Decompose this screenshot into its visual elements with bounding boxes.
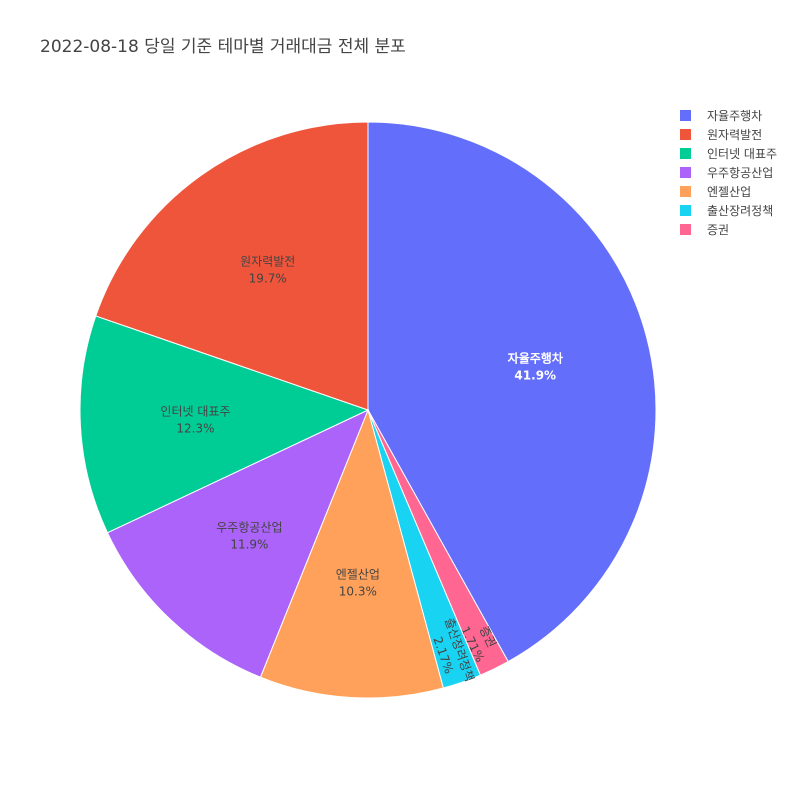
slice-percent-label: 11.9% [230,538,268,552]
pie-slice[interactable] [259,408,444,699]
legend-item[interactable]: 엔젤산업 [680,182,777,201]
legend-swatch [680,110,691,121]
slice-name-label: 엔젤산업 [336,567,380,581]
legend-item[interactable]: 원자력발전 [680,125,777,144]
legend-item[interactable]: 증권 [680,220,777,239]
slice-name-label: 인터넷 대표주 [160,404,230,418]
legend-swatch [680,148,691,159]
legend-swatch [680,224,691,235]
chart-title: 2022-08-18 당일 기준 테마별 거래대금 전체 분포 [40,37,406,57]
legend-label: 증권 [707,223,730,237]
legend-swatch [680,167,691,178]
pie-slice[interactable] [106,409,369,678]
slice-label: 자율주행차 41.9% [508,351,563,383]
slice-name-label: 자율주행차 [508,351,563,366]
legend-label: 자율주행차 [707,109,763,123]
slice-name-label: 원자력발전 [240,254,295,268]
slice-percent-label: 12.3% [176,421,214,435]
slice-percent-label: 19.7% [249,271,287,285]
legend-item[interactable]: 자율주행차 [680,106,777,125]
slice-label: 인터넷 대표주 12.3% [160,404,230,435]
slice-label: 우주항공산업 11.9% [216,521,282,552]
pie-slice[interactable] [367,121,657,663]
slice-label: 원자력발전 19.7% [240,254,295,285]
slice-percent-label: 10.3% [339,584,377,598]
legend-swatch [680,186,691,197]
legend-label: 출산장려정책 [707,204,774,218]
slice-percent-label: 41.9% [514,369,556,383]
legend-item[interactable]: 인터넷 대표주 [680,144,777,163]
pie-slice[interactable] [95,121,369,411]
legend-label: 우주항공산업 [707,166,774,180]
legend-swatch [680,205,691,216]
legend-swatch [680,129,691,140]
slice-name-label: 우주항공산업 [216,521,282,535]
pie-slice[interactable] [79,315,370,534]
legend-item[interactable]: 우주항공산업 [680,163,777,182]
legend-label: 인터넷 대표주 [707,147,778,161]
legend-item[interactable]: 출산장려정책 [680,201,777,220]
legend-label: 엔젤산업 [707,185,752,199]
slice-label: 엔젤산업 10.3% [336,567,380,598]
legend-label: 원자력발전 [707,128,763,142]
